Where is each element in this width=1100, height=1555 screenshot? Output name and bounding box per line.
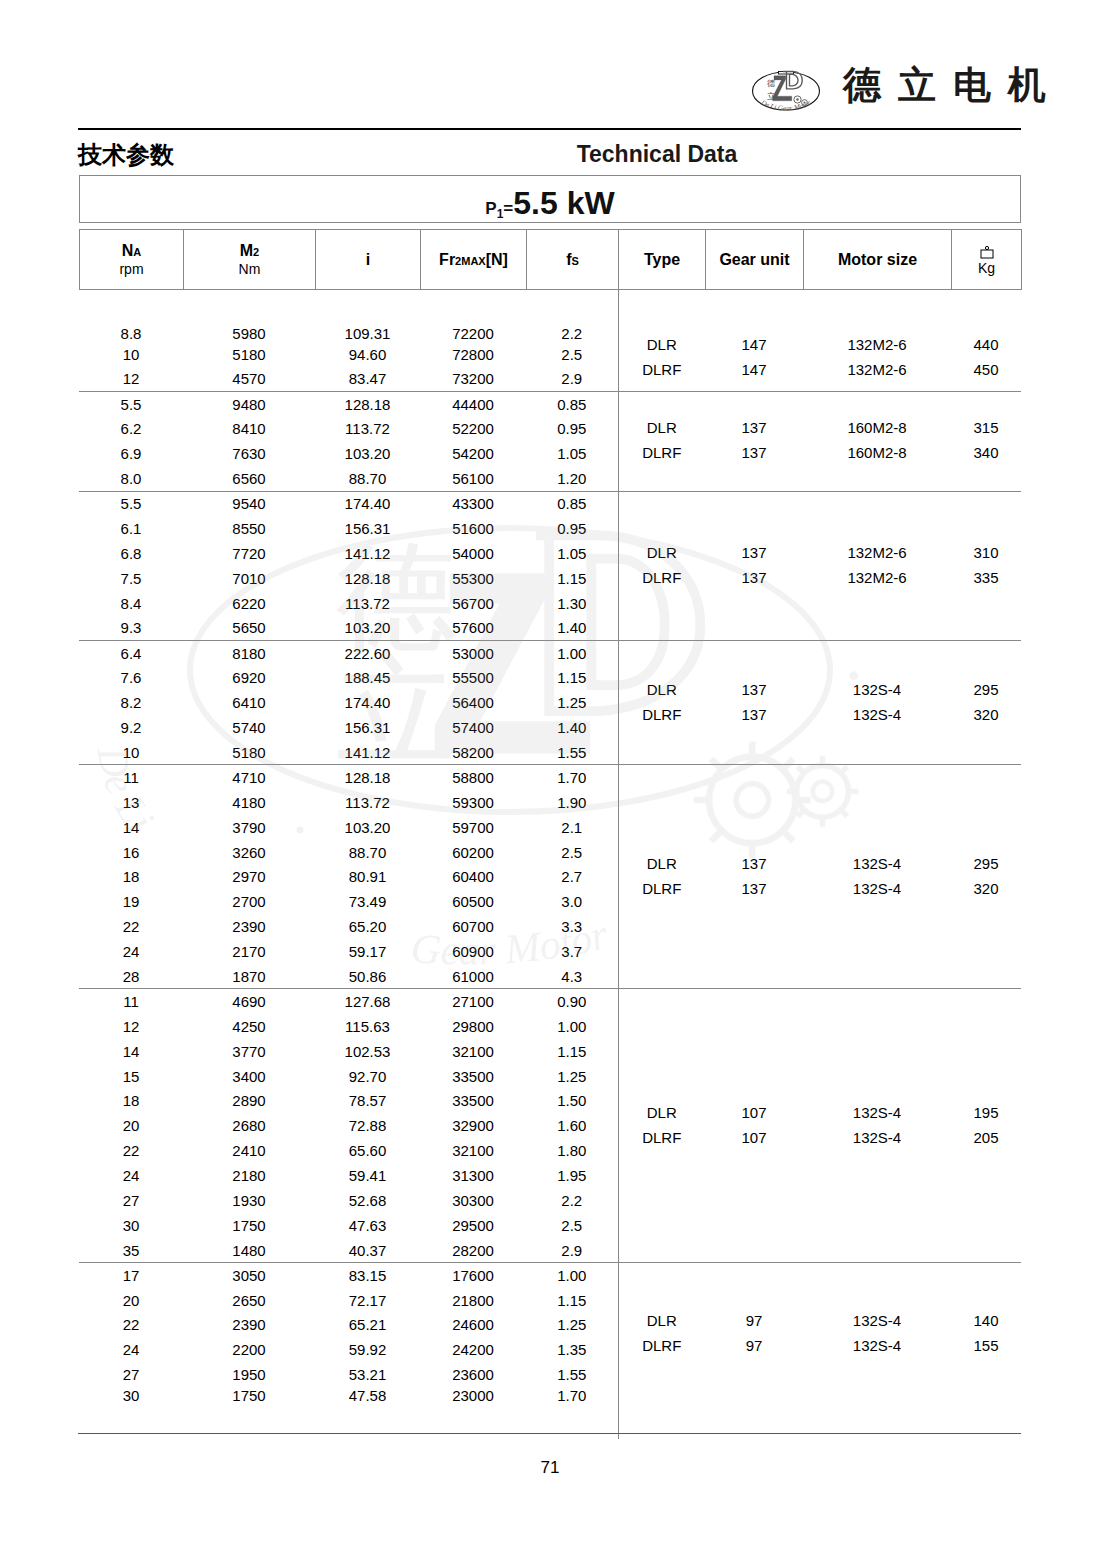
svg-text:德: 德 xyxy=(767,79,776,88)
